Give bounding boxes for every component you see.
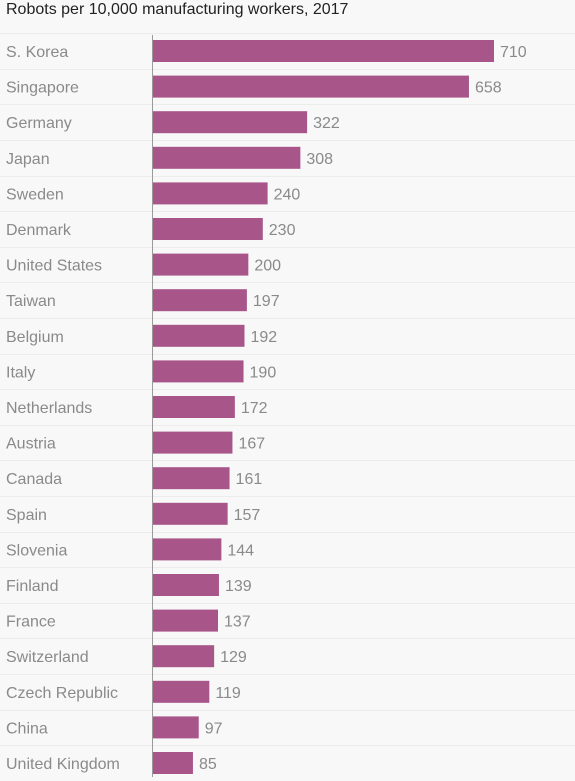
value-label: 658 (475, 80, 502, 97)
bar (152, 716, 199, 739)
value-label: 308 (306, 151, 333, 168)
value-label: 190 (250, 364, 277, 381)
category-label: Sweden (6, 186, 64, 203)
value-label: 137 (224, 614, 251, 631)
bar (152, 111, 308, 134)
category-label: Denmark (6, 222, 72, 239)
value-label: 710 (500, 44, 527, 61)
category-label: Italy (6, 364, 35, 381)
category-label: Austria (6, 436, 56, 453)
bar (152, 146, 301, 169)
category-label: Germany (6, 115, 72, 132)
bar (152, 324, 245, 347)
category-label: Slovenia (6, 542, 67, 559)
category-label: China (6, 720, 48, 737)
bar (152, 574, 219, 596)
value-label: 167 (238, 436, 265, 453)
value-label: 119 (215, 685, 241, 702)
value-label: 197 (253, 293, 280, 310)
category-label: Czech Republic (6, 685, 118, 702)
value-label: 322 (313, 115, 340, 132)
category-label: Belgium (6, 329, 64, 346)
bar (152, 467, 230, 490)
bar (152, 182, 268, 205)
category-label: Singapore (6, 80, 79, 97)
value-label: 161 (236, 471, 263, 488)
value-label: 97 (205, 720, 223, 737)
bar (152, 502, 228, 525)
chart-title: Robots per 10,000 manufacturing workers,… (6, 1, 349, 18)
bar (152, 289, 247, 312)
bar (152, 40, 494, 62)
bar (152, 538, 222, 561)
value-label: 200 (254, 258, 281, 275)
bar (152, 253, 249, 276)
bar (152, 360, 244, 383)
category-label: United Kingdom (6, 756, 120, 773)
value-label: 230 (269, 222, 296, 239)
category-label: Netherlands (6, 400, 92, 417)
bar (152, 645, 215, 668)
bar (152, 396, 235, 418)
value-label: 85 (199, 756, 217, 773)
value-label: 139 (225, 578, 252, 595)
category-label: S. Korea (6, 44, 68, 61)
category-label: Canada (6, 471, 62, 488)
bar (152, 75, 469, 98)
value-label: 144 (227, 542, 254, 559)
value-label: 192 (250, 329, 277, 346)
category-label: Taiwan (6, 293, 56, 310)
bar (152, 609, 218, 632)
category-label: Spain (6, 507, 47, 524)
value-label: 172 (241, 400, 268, 417)
bar (152, 218, 263, 240)
bar (152, 752, 193, 774)
value-label: 157 (234, 507, 261, 524)
category-label: Switzerland (6, 649, 89, 666)
value-label: 240 (274, 186, 301, 203)
category-label: United States (6, 258, 102, 275)
category-label: Finland (6, 578, 58, 595)
bar (152, 680, 210, 703)
value-label: 129 (220, 649, 247, 666)
category-label: Japan (6, 151, 50, 168)
bar (152, 431, 233, 454)
category-label: France (6, 614, 56, 631)
